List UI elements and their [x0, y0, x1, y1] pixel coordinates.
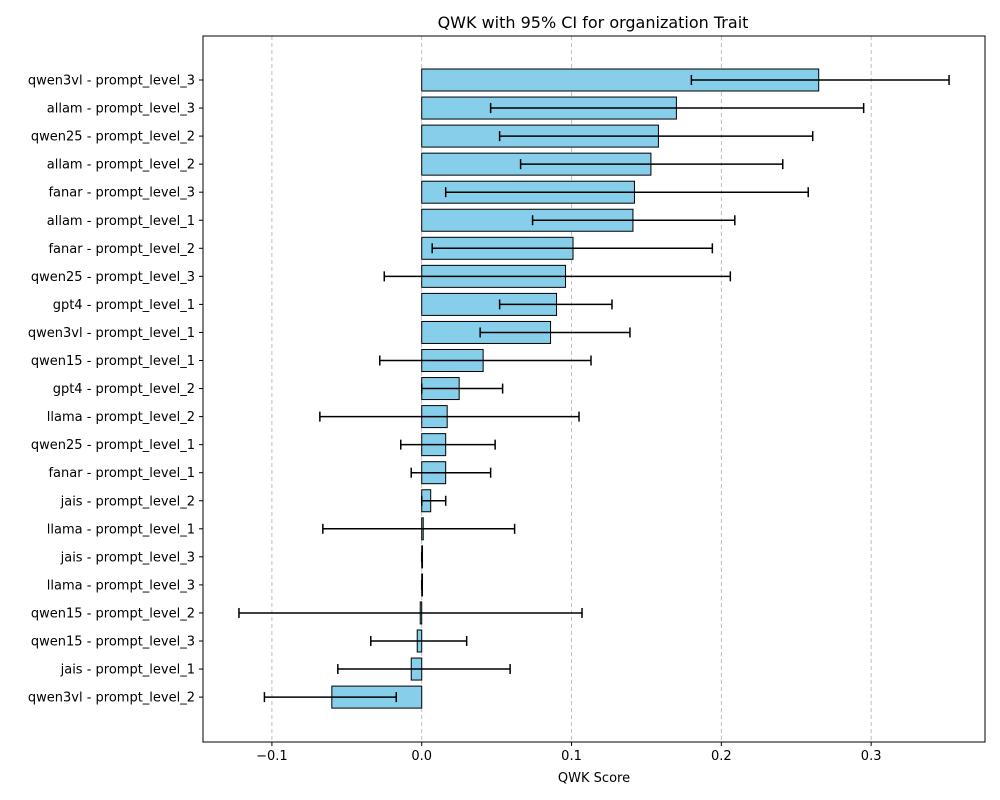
y-tick-label: jais - prompt_level_1 [60, 663, 195, 678]
y-tick-label: allam - prompt_level_2 [47, 158, 195, 173]
x-tick-label: −0.1 [256, 749, 288, 764]
y-tick-label: llama - prompt_level_1 [47, 522, 195, 537]
y-tick-label: qwen15 - prompt_level_2 [31, 606, 195, 621]
y-tick-label: qwen3vl - prompt_level_2 [28, 691, 195, 706]
y-tick-label: qwen15 - prompt_level_3 [31, 635, 195, 650]
y-tick-label: qwen25 - prompt_level_1 [31, 438, 195, 453]
y-tick-label: fanar - prompt_level_1 [48, 466, 195, 481]
x-tick-label: 0.0 [411, 749, 432, 764]
y-tick-label: fanar - prompt_level_2 [48, 242, 195, 257]
y-tick-label: gpt4 - prompt_level_1 [53, 298, 195, 313]
y-tick-label: qwen3vl - prompt_level_3 [28, 74, 195, 89]
y-tick-label: fanar - prompt_level_3 [48, 186, 195, 201]
errorbar-layer [238, 75, 950, 703]
x-tick-label: 0.1 [561, 749, 582, 764]
y-tick-label: gpt4 - prompt_level_2 [53, 382, 195, 397]
y-tick-label: qwen25 - prompt_level_3 [31, 270, 195, 285]
chart-title: QWK with 95% CI for organization Trait [438, 13, 749, 32]
y-tick-label: qwen25 - prompt_level_2 [31, 130, 195, 145]
y-tick-label: llama - prompt_level_2 [47, 410, 195, 425]
x-tick-label: 0.2 [711, 749, 732, 764]
x-tick-label: 0.3 [861, 749, 882, 764]
x-axis: −0.1 0.0 0.1 0.2 0.3 [256, 742, 881, 764]
y-tick-label: qwen3vl - prompt_level_1 [28, 326, 195, 341]
x-axis-label: QWK Score [558, 771, 630, 786]
y-tick-label: jais - prompt_level_3 [60, 550, 195, 565]
y-tick-label: allam - prompt_level_1 [47, 214, 195, 229]
y-tick-label: llama - prompt_level_3 [47, 578, 195, 593]
y-tick-label: jais - prompt_level_2 [60, 494, 195, 509]
y-tick-label: allam - prompt_level_3 [47, 102, 195, 117]
y-tick-label: qwen15 - prompt_level_1 [31, 354, 195, 369]
